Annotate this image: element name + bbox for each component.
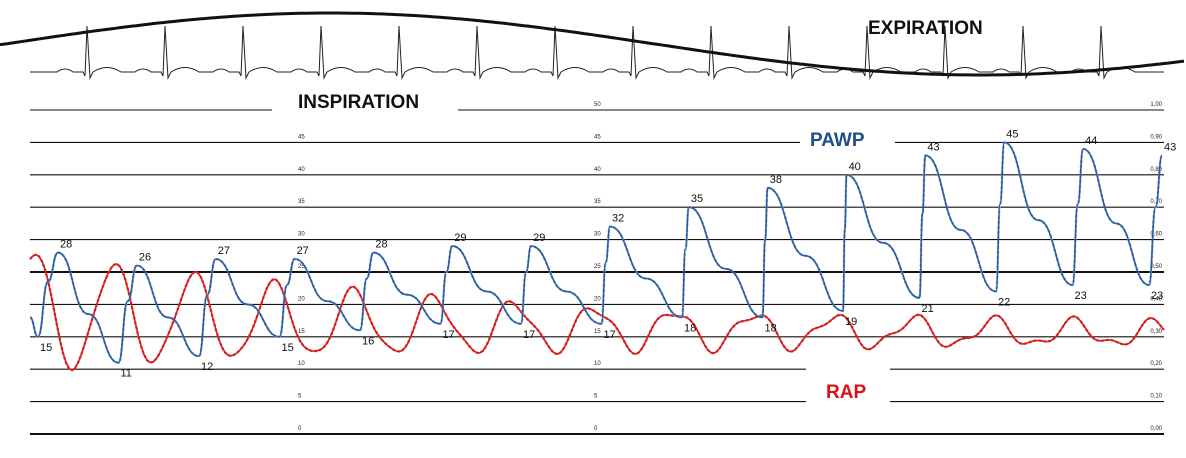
tick-label: 0,90 <box>1150 134 1162 140</box>
tick-label: 0,20 <box>1150 361 1162 367</box>
pawp-trough-label: 15 <box>40 342 52 354</box>
pawp-peak-label: 29 <box>533 232 545 244</box>
gridlines <box>30 109 1164 435</box>
tick-label: 30 <box>594 232 601 238</box>
tick-label: 0,50 <box>1150 264 1162 270</box>
pawp-trough-label: 15 <box>282 342 294 354</box>
pawp-trough-label: 22 <box>998 296 1010 308</box>
pawp-peak-label: 43 <box>927 141 939 153</box>
tick-label: 0,10 <box>1150 394 1162 400</box>
tick-label: 20 <box>594 296 601 302</box>
rap-trace <box>29 253 1165 372</box>
tick-label: 0 <box>298 426 302 432</box>
pawp-peak-label: 40 <box>849 161 861 173</box>
pawp-peak-label: 35 <box>691 193 703 205</box>
tick-label: 5 <box>594 394 598 400</box>
pawp-peak-label: 38 <box>770 174 782 186</box>
tick-label: 20 <box>298 296 305 302</box>
tick-label: 0,00 <box>1150 426 1162 432</box>
pawp-trough-label: 21 <box>922 303 934 315</box>
pawp-trough-label: 17 <box>523 329 535 341</box>
inspiration-label: INSPIRATION <box>298 92 419 113</box>
pawp-trough-label: 23 <box>1151 290 1163 302</box>
pawp-peak-label: 45 <box>1006 128 1018 140</box>
pawp-peak-label: 27 <box>218 245 230 257</box>
pawp-trough-label: 11 <box>121 368 132 380</box>
tick-label: 15 <box>594 329 601 335</box>
y-axis-ticks-middle: 0 5 10 15 20 25 30 35 40 45 50 <box>594 102 601 432</box>
tick-label: 5 <box>298 394 302 400</box>
tick-label: 35 <box>298 199 305 205</box>
pawp-trace <box>29 141 1163 364</box>
tick-label: 35 <box>594 199 601 205</box>
pawp-peak-label: 28 <box>60 239 72 251</box>
pawp-trough-label: 16 <box>362 335 374 347</box>
tick-label: 0,30 <box>1150 329 1162 335</box>
pawp-trough-label: 23 <box>1075 290 1087 302</box>
pawp-peak-label: 43 <box>1164 141 1176 153</box>
tick-label: 25 <box>594 264 601 270</box>
tick-label: 40 <box>298 167 305 173</box>
tick-label: 1,00 <box>1150 102 1162 108</box>
tick-label: 0,40 <box>1150 296 1162 302</box>
tick-label: 10 <box>594 361 601 367</box>
tick-label: 0 <box>594 426 598 432</box>
rap-series-label: RAP <box>826 382 866 403</box>
pawp-trough-label: 19 <box>845 316 857 328</box>
y-axis-ticks-left: 0 5 10 15 20 25 30 35 40 45 <box>298 134 305 432</box>
pawp-series-label: PAWP <box>810 130 865 151</box>
pawp-trough-label: 18 <box>765 322 777 334</box>
tick-label: 25 <box>298 264 305 270</box>
pawp-peak-label: 26 <box>139 252 151 264</box>
pawp-peak-label: 32 <box>612 213 624 225</box>
pawp-value-labels: 28 26 27 27 28 29 29 32 35 38 40 43 45 44 43 15 11 12 15 16… <box>40 128 1176 379</box>
pawp-trough-label: 12 <box>201 361 213 373</box>
tick-label: 15 <box>298 329 305 335</box>
pawp-trough-label: 17 <box>604 329 616 341</box>
pawp-peak-label: 29 <box>454 232 466 244</box>
tick-label: 45 <box>594 134 601 140</box>
tick-label: 0,80 <box>1150 167 1162 173</box>
respiration-curve <box>0 11 1185 77</box>
ecg-trace <box>30 25 1164 80</box>
tick-label: 0,60 <box>1150 232 1162 238</box>
pawp-trough-label: 17 <box>443 329 455 341</box>
tick-label: 40 <box>594 167 601 173</box>
tick-label: 30 <box>298 232 305 238</box>
tick-label: 50 <box>594 102 601 108</box>
secondary-axis-ticks: 0,000,100,200,300,400,500,600,700,800,90… <box>1150 102 1162 432</box>
pawp-peak-label: 28 <box>375 239 387 251</box>
tick-label: 45 <box>298 134 305 140</box>
pawp-trough-label: 18 <box>684 322 696 334</box>
pawp-peak-label: 44 <box>1085 135 1097 147</box>
tick-label: 10 <box>298 361 305 367</box>
expiration-label: EXPIRATION <box>868 18 983 39</box>
pawp-peak-label: 27 <box>297 245 309 257</box>
